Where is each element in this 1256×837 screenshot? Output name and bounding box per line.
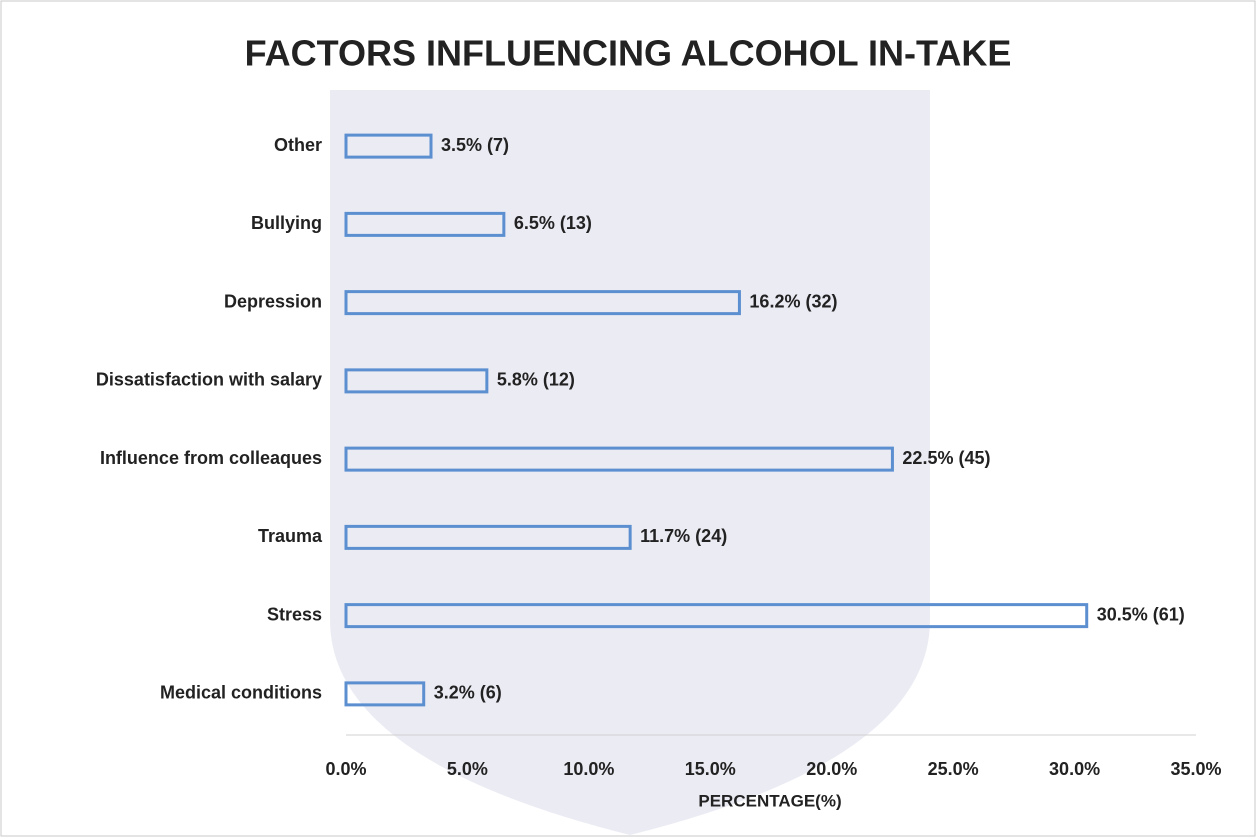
value-label: 30.5% (61) [1097,604,1185,624]
watermark [330,90,930,835]
bar [344,681,426,707]
bar [344,524,632,550]
x-tick-label: 25.0% [928,759,979,779]
x-tick-label: 35.0% [1170,759,1221,779]
bar [344,211,506,237]
value-label: 16.2% (32) [749,291,837,311]
bar [344,133,433,159]
y-tick-label: Stress [267,604,322,624]
y-tick-label: Trauma [258,526,323,546]
x-axis-label: PERCENTAGE(%) [698,791,841,810]
x-tick-label: 30.0% [1049,759,1100,779]
y-tick-label: Other [274,135,322,155]
y-tick-label: Dissatisfaction with salary [96,370,322,390]
bar [344,603,1089,629]
bar [344,446,894,472]
value-label: 3.5% (7) [441,135,509,155]
value-label: 6.5% (13) [514,213,592,233]
value-label: 3.2% (6) [434,683,502,703]
bar [344,368,489,394]
value-label: 11.7% (24) [640,526,727,546]
value-label: 5.8% (12) [497,370,575,390]
y-tick-label: Depression [224,291,322,311]
x-tick-label: 20.0% [806,759,857,779]
x-tick-label: 0.0% [325,759,366,779]
value-label: 22.5% (45) [902,448,990,468]
chart-title: FACTORS INFLUENCING ALCOHOL IN-TAKE [245,33,1012,74]
x-tick-label: 15.0% [685,759,736,779]
bar [344,290,741,316]
x-tick-label: 10.0% [563,759,614,779]
y-tick-label: Influence from colleaques [100,448,322,468]
y-tick-label: Medical conditions [160,683,322,703]
y-tick-label: Bullying [251,213,322,233]
x-tick-label: 5.0% [447,759,488,779]
